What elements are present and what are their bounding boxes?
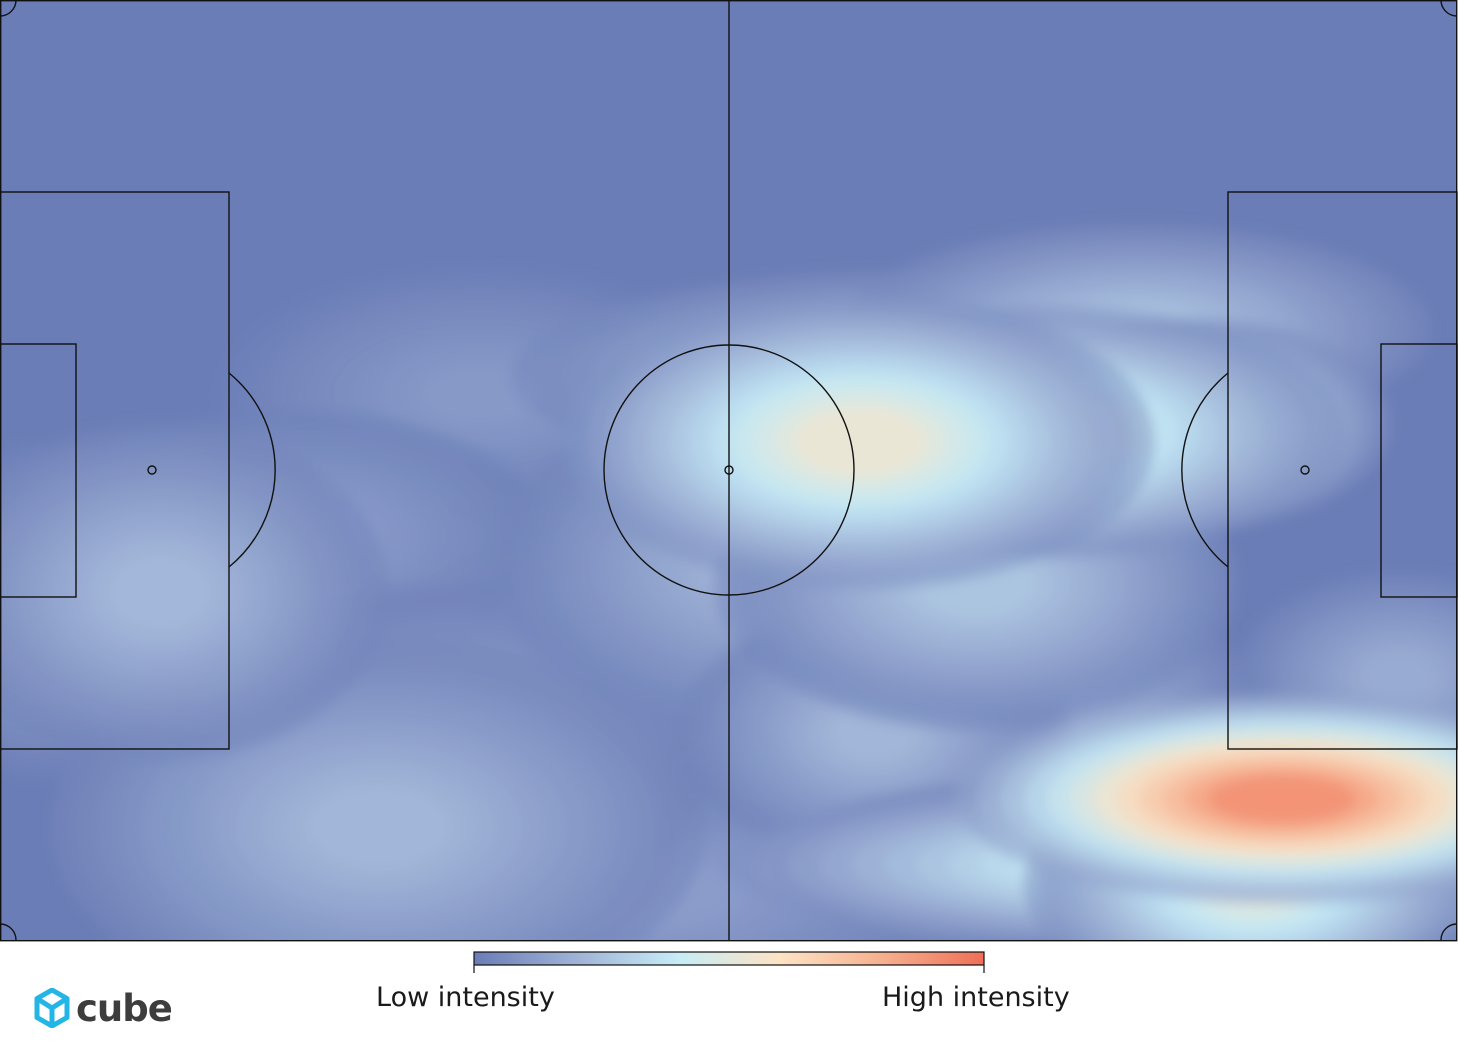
right-penalty-spot [1300, 465, 1310, 475]
corner-arc [1440, 0, 1458, 17]
corner-arc [1440, 923, 1458, 941]
pitch-heatmap [0, 0, 1458, 942]
heat-hotspot [954, 693, 1457, 905]
colorbar-low-label: Low intensity [376, 982, 555, 1013]
colorbar-gradient [473, 951, 985, 966]
colorbar-high-label: High intensity [882, 982, 1070, 1013]
corner-arc [0, 923, 17, 941]
logo-wordmark: cube [76, 986, 173, 1030]
left-penalty-arc [228, 372, 276, 568]
heat-contour [108, 553, 213, 631]
left-goal-area [0, 343, 77, 598]
cube-icon [34, 988, 70, 1028]
left-penalty-area [0, 191, 230, 750]
cube-logo: cube [34, 986, 173, 1030]
right-penalty-arc [1181, 372, 1229, 568]
corner-arc [0, 0, 17, 17]
heat-contour [792, 408, 927, 476]
heat-hotspot [0, 423, 390, 762]
right-goal-area [1380, 343, 1458, 598]
heat-hotspot [564, 293, 1155, 590]
pitch-markings [0, 0, 1458, 942]
heat-layer [0, 223, 1457, 940]
heat-hotspot [51, 636, 707, 940]
centre-spot [724, 465, 734, 475]
left-penalty-spot [147, 465, 157, 475]
heat-contour [304, 784, 453, 871]
centre-circle [603, 344, 855, 596]
heat-contour [1208, 775, 1357, 823]
heat-contour [1361, 652, 1436, 701]
